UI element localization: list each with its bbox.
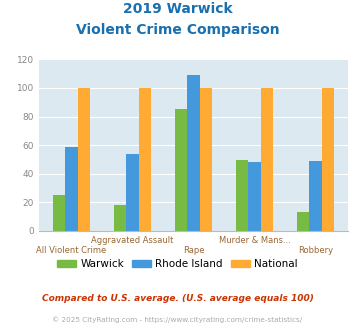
Bar	[310, 161, 322, 231]
Bar	[248, 162, 261, 231]
Bar	[114, 205, 126, 231]
Bar	[322, 88, 334, 231]
Text: 2019 Warwick: 2019 Warwick	[123, 2, 232, 16]
Bar	[297, 213, 310, 231]
Legend: Warwick, Rhode Island, National: Warwick, Rhode Island, National	[53, 255, 302, 274]
Text: Rape: Rape	[183, 246, 204, 255]
Bar	[126, 154, 138, 231]
Text: All Violent Crime: All Violent Crime	[36, 246, 106, 255]
Text: Murder & Mans...: Murder & Mans...	[219, 236, 290, 245]
Text: Compared to U.S. average. (U.S. average equals 100): Compared to U.S. average. (U.S. average …	[42, 294, 313, 303]
Bar	[175, 110, 187, 231]
Bar	[261, 88, 273, 231]
Bar	[53, 195, 65, 231]
Text: Violent Crime Comparison: Violent Crime Comparison	[76, 23, 279, 37]
Bar	[187, 75, 200, 231]
Bar	[138, 88, 151, 231]
Text: Aggravated Assault: Aggravated Assault	[91, 236, 174, 245]
Bar	[65, 147, 77, 231]
Bar	[236, 159, 248, 231]
Bar	[200, 88, 212, 231]
Text: © 2025 CityRating.com - https://www.cityrating.com/crime-statistics/: © 2025 CityRating.com - https://www.city…	[53, 317, 302, 323]
Bar	[77, 88, 90, 231]
Text: Robbery: Robbery	[298, 246, 333, 255]
